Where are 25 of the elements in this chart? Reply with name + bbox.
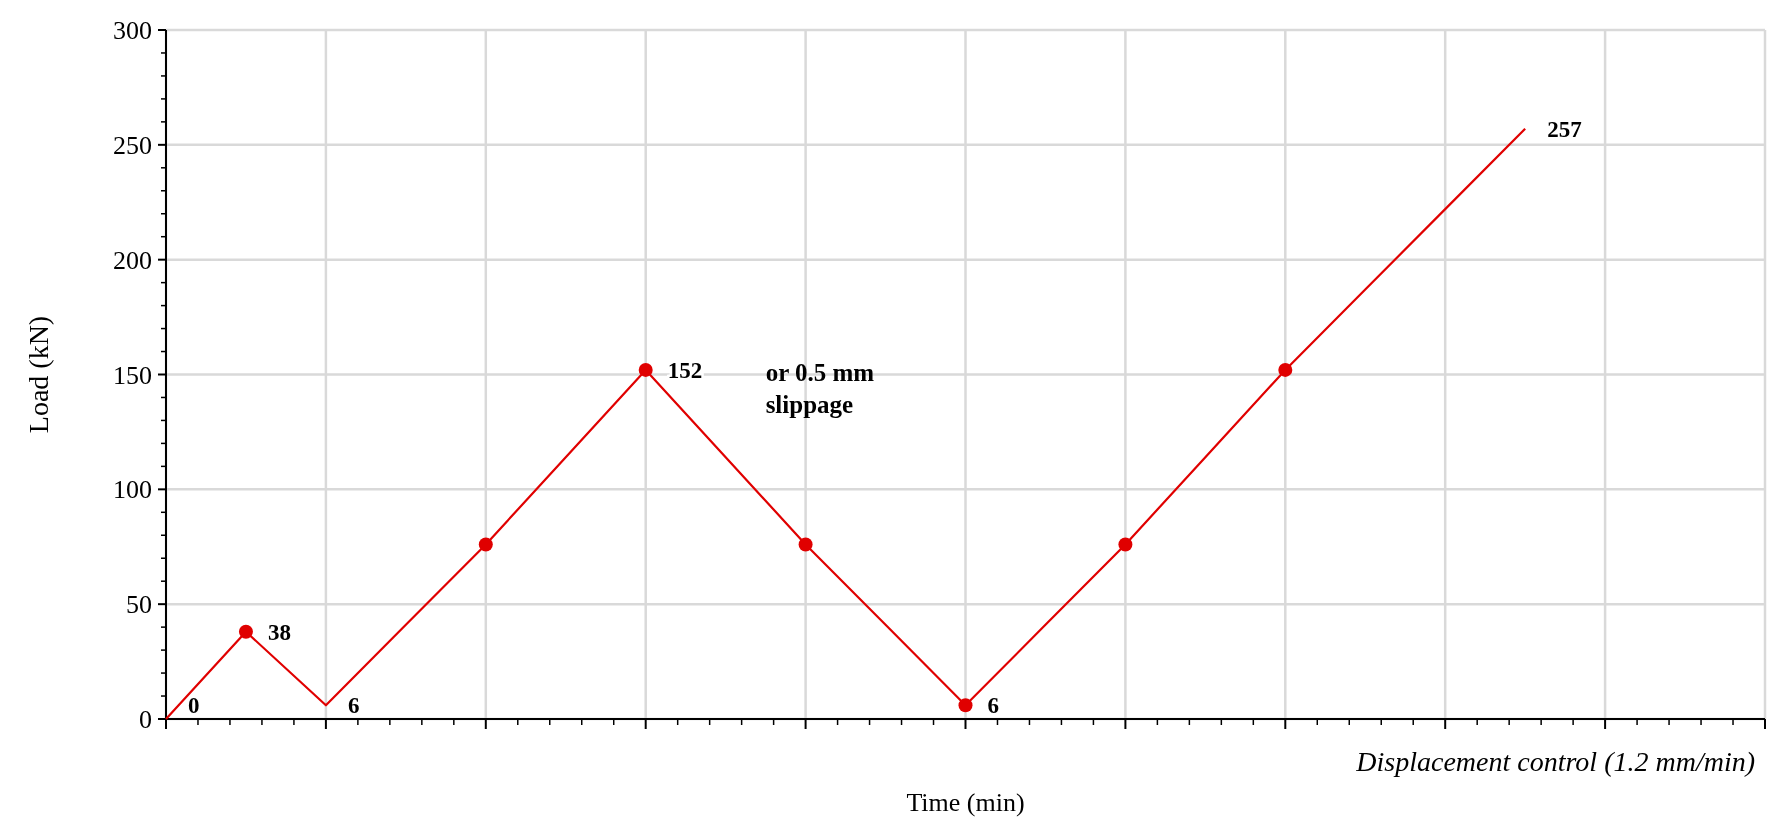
- point: [798, 537, 813, 552]
- y-tick-label: 250: [113, 130, 152, 160]
- y-axis-title: Load (kN): [23, 315, 54, 434]
- y-tick-label: 50: [126, 590, 152, 620]
- y-tick-label: 200: [113, 245, 152, 275]
- data-label: 38: [267, 619, 291, 645]
- y-tick-label: 300: [113, 16, 152, 46]
- y-tick-label: 0: [139, 705, 152, 735]
- data-label: 257: [1547, 116, 1582, 142]
- line-series: [164, 127, 1527, 721]
- point: [638, 362, 653, 377]
- annotation: or 0.5 mm slippage: [765, 359, 875, 419]
- data-label: 6: [347, 693, 360, 718]
- point: [478, 537, 493, 552]
- text: Displacement control (1.2 mm/min): [1355, 746, 1755, 777]
- point: [1278, 362, 1293, 377]
- x-axis-title: Time (min): [906, 788, 1025, 817]
- data-label: 6: [987, 693, 999, 718]
- point: [1118, 537, 1133, 552]
- point: [958, 698, 973, 713]
- point: [238, 624, 253, 639]
- y-tick-label: 100: [113, 475, 152, 505]
- data-label: 152: [667, 357, 703, 383]
- data-label: 0: [188, 693, 200, 718]
- y-tick-label: 150: [113, 360, 152, 390]
